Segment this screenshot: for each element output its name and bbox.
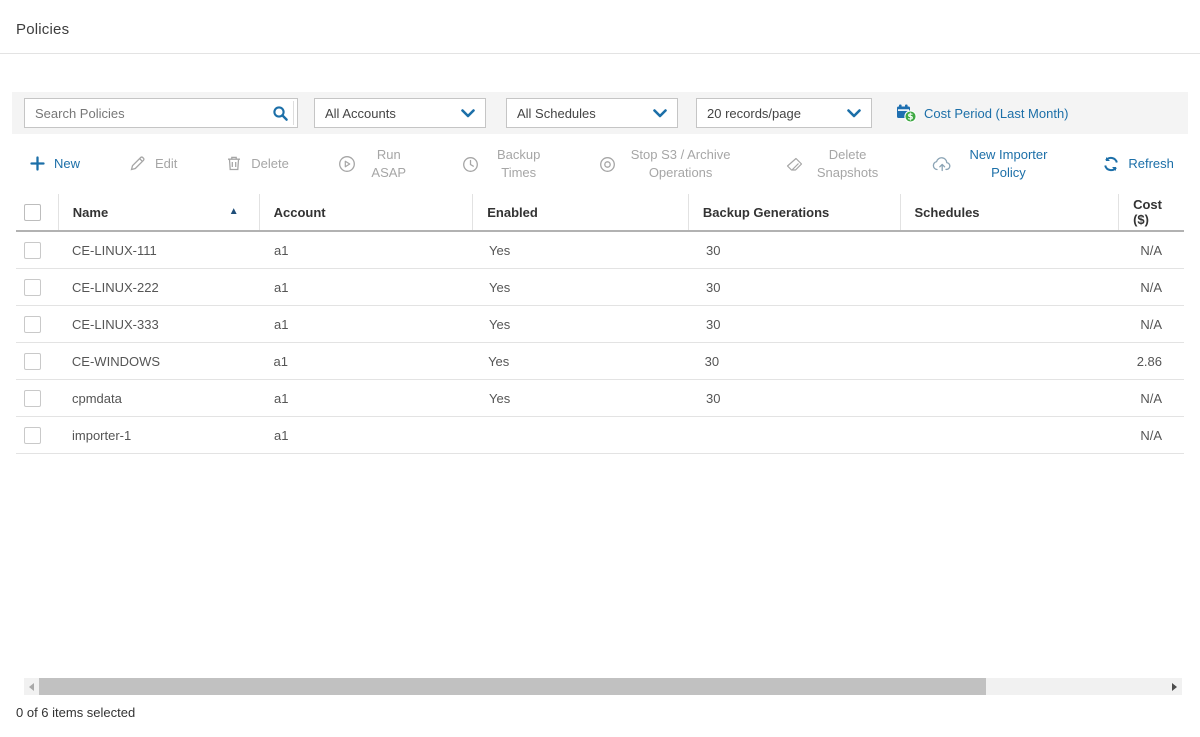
backup-times-button[interactable]: Backup Times	[462, 146, 550, 181]
stop-s3-archive-button[interactable]: Stop S3 / Archive Operations	[599, 146, 737, 181]
scroll-right-icon	[1172, 682, 1177, 691]
column-header-account[interactable]: Account	[258, 194, 473, 230]
horizontal-scrollbar	[24, 678, 1182, 695]
eraser-icon	[786, 157, 803, 172]
table-row[interactable]: cpmdata a1 Yes 30 N/A	[16, 380, 1184, 417]
plus-icon	[30, 156, 45, 172]
policy-name-cell: cpmdata	[72, 390, 122, 406]
scrollbar-track[interactable]	[986, 678, 1167, 695]
trash-icon	[226, 155, 242, 172]
table-header-row: Name ▲ Account Enabled Backup Generation…	[16, 194, 1184, 232]
policy-name-cell: CE-LINUX-222	[72, 279, 159, 295]
chevron-down-icon	[847, 108, 861, 117]
refresh-button[interactable]: Refresh	[1103, 155, 1174, 173]
schedule-filter-select[interactable]: All Schedules	[506, 98, 678, 128]
calendar-dollar-icon: $	[897, 104, 917, 123]
row-checkbox[interactable]	[24, 389, 41, 407]
row-checkbox[interactable]	[24, 241, 41, 259]
records-per-page-value: 20 records/page	[707, 105, 801, 121]
select-all-cell	[16, 194, 58, 230]
chevron-down-icon	[653, 108, 667, 117]
row-checkbox[interactable]	[24, 352, 41, 370]
column-header-schedules[interactable]: Schedules	[899, 194, 1119, 230]
schedule-filter-value: All Schedules	[517, 105, 596, 121]
svg-text:$: $	[908, 113, 914, 123]
column-header-enabled[interactable]: Enabled	[472, 194, 688, 230]
sort-ascending-icon: ▲	[228, 206, 239, 217]
table-row[interactable]: CE-LINUX-222 a1 Yes 30 N/A	[16, 269, 1184, 306]
scroll-left-button[interactable]	[24, 678, 39, 695]
cost-period-button[interactable]: $ Cost Period (Last Month)	[896, 103, 1069, 123]
scroll-left-icon	[29, 682, 34, 691]
policy-name-cell: CE-WINDOWS	[71, 353, 161, 369]
account-filter-value: All Accounts	[325, 105, 396, 121]
new-importer-policy-button[interactable]: New Importer Policy	[932, 146, 1054, 181]
clock-icon	[462, 156, 479, 173]
selection-status: 0 of 6 items selected	[16, 705, 136, 720]
filter-bar: All Accounts All Schedules 20 records/pa…	[12, 92, 1188, 134]
new-policy-button[interactable]: New	[30, 155, 80, 173]
delete-button[interactable]: Delete	[226, 155, 289, 173]
toolbar: New Edit Delete Run ASAP Backup Times St…	[0, 134, 1200, 194]
search-icon[interactable]	[268, 101, 294, 125]
table-row[interactable]: CE-LINUX-111 a1 Yes 30 N/A	[16, 232, 1184, 269]
page-header: Policies	[0, 0, 1200, 54]
cloud-upload-icon	[932, 156, 953, 172]
table-row[interactable]: importer-1 a1 N/A	[16, 417, 1184, 454]
scroll-right-button[interactable]	[1167, 678, 1182, 695]
chevron-down-icon	[461, 108, 475, 117]
policy-name-cell: CE-LINUX-333	[72, 316, 159, 332]
table-row[interactable]: CE-WINDOWS a1 Yes 30 2.86	[16, 343, 1184, 380]
select-all-checkbox[interactable]	[24, 203, 41, 221]
records-per-page-select[interactable]: 20 records/page	[696, 98, 872, 128]
edit-button[interactable]: Edit	[129, 155, 177, 173]
policies-table: Name ▲ Account Enabled Backup Generation…	[16, 194, 1184, 454]
scrollbar-thumb[interactable]	[39, 678, 986, 695]
row-checkbox[interactable]	[24, 315, 41, 333]
policy-name-cell: CE-LINUX-111	[72, 242, 157, 258]
play-circle-icon	[338, 155, 356, 173]
column-header-cost[interactable]: Cost ($)	[1118, 194, 1184, 230]
search-field-wrap	[24, 98, 298, 128]
row-checkbox[interactable]	[24, 426, 41, 444]
run-asap-button[interactable]: Run ASAP	[338, 146, 413, 181]
refresh-icon	[1103, 156, 1119, 172]
account-filter-select[interactable]: All Accounts	[314, 98, 486, 128]
policy-name-cell: importer-1	[72, 427, 132, 443]
page-title: Policies	[16, 21, 70, 38]
search-input[interactable]	[24, 98, 298, 128]
table-row[interactable]: CE-LINUX-333 a1 Yes 30 N/A	[16, 306, 1184, 343]
pencil-icon	[129, 155, 146, 172]
cost-period-label: Cost Period (Last Month)	[924, 105, 1069, 121]
delete-snapshots-button[interactable]: Delete Snapshots	[786, 146, 884, 181]
row-checkbox[interactable]	[24, 278, 41, 296]
column-header-backup-generations[interactable]: Backup Generations	[687, 194, 900, 230]
stop-circle-icon	[599, 156, 616, 173]
column-header-name[interactable]: Name ▲	[57, 194, 259, 230]
